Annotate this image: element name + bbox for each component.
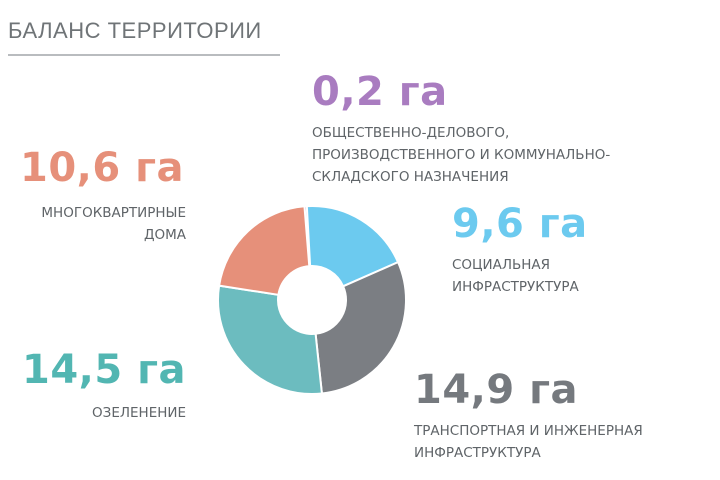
category-label-line: ПРОИЗВОДСТВЕННОГО И КОММУНАЛЬНО- [312,147,611,163]
category-label-line: ТРАНСПОРТНАЯ И ИНЖЕНЕРНАЯ [414,423,643,439]
title-underline [8,54,280,56]
value-label-housing: 10,6 га [19,145,184,191]
category-label-line: ИНФРАСТРУКТУРА [414,445,541,461]
category-label-greenery: ОЗЕЛЕНЕНИЕ [92,402,186,424]
value-label-social: 9,6 га [452,201,588,247]
value-label-greenery: 14,5 га [21,347,186,393]
slice-transport [314,260,407,395]
category-label-line: ОЗЕЛЕНЕНИЕ [92,405,186,421]
value-label-business: 0,2 га [312,69,448,115]
category-label-housing: МНОГОКВАРТИРНЫЕ ДОМА [41,202,186,246]
category-label-line: ОБЩЕСТВЕННО-ДЕЛОВОГО, [312,125,510,141]
value-label-transport: 14,9 га [414,367,579,413]
category-label-line: ДОМА [143,227,186,243]
category-label-line: СОЦИАЛЬНАЯ [452,257,551,273]
chart-title: БАЛАНС ТЕРРИТОРИИ [8,18,262,43]
slice-housing [217,205,311,296]
slice-social [305,205,400,288]
category-label-business: ОБЩЕСТВЕННО-ДЕЛОВОГО, ПРОИЗВОДСТВЕННОГО … [312,122,610,188]
slice-greenery [217,284,323,395]
category-label-social: СОЦИАЛЬНАЯ ИНФРАСТРУКТУРА [452,254,579,298]
donut-chart [217,205,407,395]
category-label-line: МНОГОКВАРТИРНЫЕ [41,205,186,221]
category-label-transport: ТРАНСПОРТНАЯ И ИНЖЕНЕРНАЯ ИНФРАСТРУКТУРА [414,420,643,464]
category-label-line: СКЛАДСКОГО НАЗНАЧЕНИЯ [312,169,509,185]
category-label-line: ИНФРАСТРУКТУРА [452,279,579,295]
